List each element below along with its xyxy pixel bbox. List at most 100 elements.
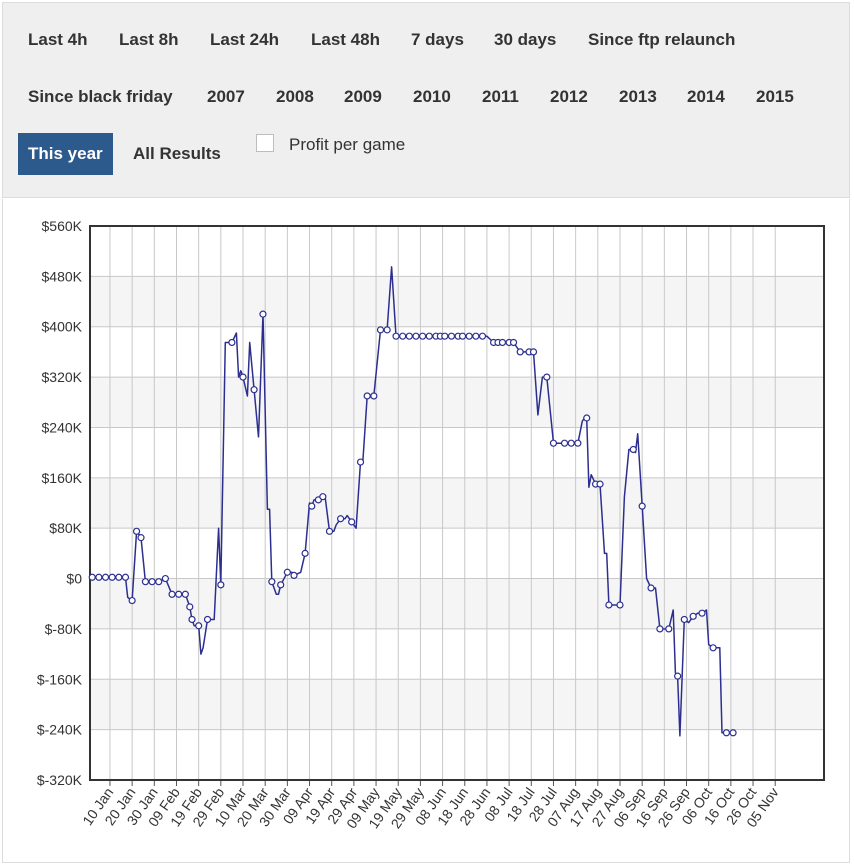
data-point: [88, 573, 96, 581]
filter-7-days[interactable]: 7 days: [411, 30, 464, 49]
filter-since-ftp-relaunch[interactable]: Since ftp relaunch: [588, 30, 736, 49]
data-point: [115, 573, 123, 581]
data-point: [319, 493, 327, 501]
data-point: [348, 518, 356, 526]
data-point: [228, 338, 236, 347]
filter-30-days[interactable]: 30 days: [494, 30, 557, 49]
grid-band: [90, 276, 824, 327]
data-point: [283, 568, 291, 576]
data-point: [498, 338, 507, 347]
filter-2008[interactable]: 2008: [276, 87, 314, 106]
filter-last-48h[interactable]: Last 48h: [311, 30, 380, 49]
data-point: [405, 332, 413, 340]
data-point: [203, 615, 212, 624]
data-point: [370, 392, 378, 400]
data-point: [419, 332, 427, 340]
data-point: [137, 534, 145, 542]
filter-2011[interactable]: 2011: [482, 87, 519, 106]
data-point: [596, 480, 604, 488]
grid-band: [90, 679, 824, 730]
data-point: [277, 581, 285, 589]
data-point: [121, 573, 130, 581]
plot-frame: [89, 225, 825, 781]
filter-last-8h[interactable]: Last 8h: [119, 30, 179, 49]
data-point: [148, 578, 156, 586]
filter-panel: Last 4h Last 8h Last 24h Last 48h 7 days 30 d…: [2, 2, 850, 198]
data-point: [441, 332, 449, 340]
filter-2012[interactable]: 2012: [550, 87, 588, 106]
filter-2007[interactable]: 2007: [207, 87, 245, 106]
data-point: [425, 332, 433, 340]
filter-2015[interactable]: 2015: [756, 87, 794, 106]
data-point: [629, 445, 637, 454]
data-point: [250, 386, 258, 394]
data-point: [574, 439, 582, 447]
data-point: [472, 332, 480, 340]
filter-last-4h[interactable]: Last 4h: [28, 30, 88, 49]
y-tick-label: $-240K: [37, 722, 83, 738]
data-point: [616, 601, 624, 609]
data-point: [155, 578, 163, 586]
data-point: [543, 373, 551, 381]
data-point: [259, 310, 267, 318]
data-point: [478, 332, 487, 340]
data-point: [674, 672, 682, 680]
filter-since-black-friday[interactable]: Since black friday: [28, 87, 173, 106]
data-point: [217, 581, 225, 589]
y-tick-label: $400K: [42, 319, 83, 335]
y-tick-label: $80K: [49, 520, 82, 536]
y-tick-label: $160K: [42, 470, 83, 486]
this-year-button[interactable]: This year: [18, 133, 113, 175]
y-tick-label: $0: [66, 571, 82, 587]
data-point: [376, 326, 385, 334]
all-results-button[interactable]: All Results: [133, 144, 221, 163]
data-point: [665, 625, 673, 633]
filter-2014[interactable]: 2014: [687, 87, 725, 106]
data-point: [698, 609, 706, 617]
grid-band: [90, 377, 824, 428]
data-point: [188, 615, 196, 624]
data-point: [132, 527, 141, 535]
data-point: [141, 578, 150, 586]
filter-2013[interactable]: 2013: [619, 87, 657, 106]
data-point: [392, 332, 400, 340]
data-point: [567, 439, 575, 447]
data-point: [689, 612, 697, 620]
profit-per-game-checkbox[interactable]: [256, 134, 274, 152]
data-point: [647, 584, 655, 592]
data-point: [529, 348, 538, 356]
data-point: [301, 549, 309, 557]
filter-2009[interactable]: 2009: [344, 87, 382, 106]
data-point: [356, 458, 365, 466]
y-tick-label: $480K: [42, 268, 83, 284]
data-point: [268, 578, 276, 586]
filter-2010[interactable]: 2010: [413, 87, 451, 106]
y-tick-label: $-80K: [45, 621, 83, 637]
data-point: [108, 573, 116, 581]
data-point: [583, 414, 591, 422]
data-point: [128, 596, 136, 605]
data-point: [181, 590, 189, 598]
y-tick-label: $-160K: [37, 671, 83, 687]
grid-band: [90, 477, 824, 529]
data-point: [680, 615, 688, 624]
data-point: [383, 326, 391, 334]
data-point: [186, 603, 194, 611]
grid-band: [90, 578, 824, 629]
data-point: [447, 332, 456, 340]
data-point: [729, 729, 737, 737]
data-point: [363, 392, 371, 400]
data-point: [161, 574, 169, 583]
data-point: [458, 332, 467, 340]
data-point: [308, 502, 316, 510]
data-point: [95, 573, 103, 581]
data-point: [516, 348, 524, 356]
y-tick-label: $-320K: [37, 772, 83, 788]
data-point: [549, 439, 558, 447]
data-point: [168, 590, 176, 598]
data-point: [638, 502, 646, 510]
data-point: [509, 338, 518, 347]
data-point: [290, 571, 298, 579]
data-point: [656, 625, 664, 633]
filter-last-24h[interactable]: Last 24h: [210, 30, 279, 49]
